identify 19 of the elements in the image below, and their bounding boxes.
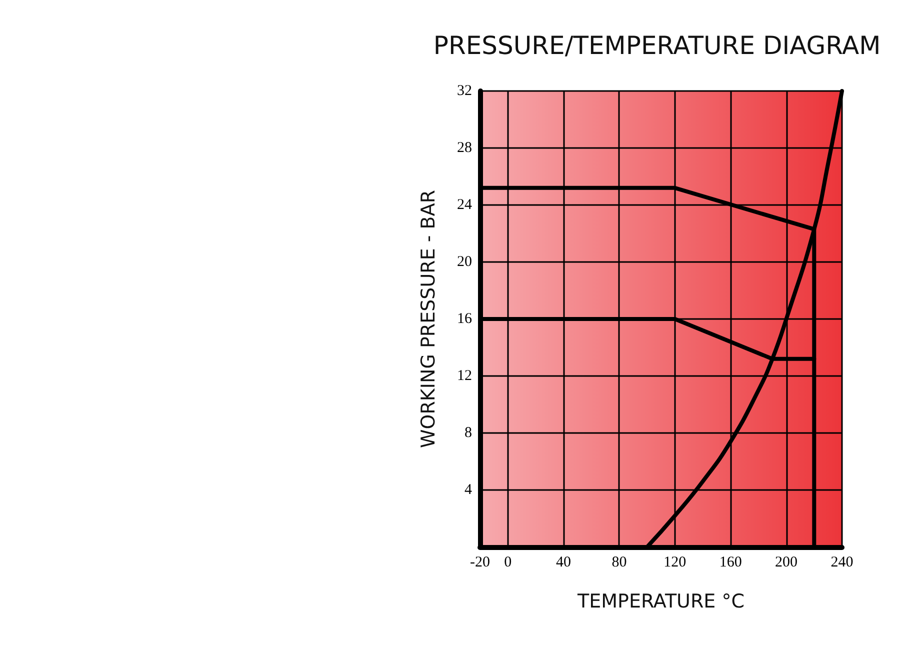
x-tick-label: 80: [612, 554, 627, 570]
x-tick-label: -20: [470, 554, 490, 570]
y-tick-label: 12: [457, 368, 472, 384]
x-tick-label: 200: [775, 554, 798, 570]
y-tick-label: 16: [457, 311, 472, 327]
x-tick-label: 240: [830, 554, 854, 570]
y-tick-label: 24: [457, 197, 472, 213]
y-axis-title: WORKING PRESSURE - BAR: [418, 190, 440, 448]
y-tick-label: 32: [457, 83, 472, 99]
x-tick-label: 40: [556, 554, 572, 570]
y-tick-label: 20: [457, 254, 472, 270]
x-tick-label: 0: [504, 554, 512, 570]
x-tick-label: 120: [664, 554, 686, 570]
x-axis-title: TEMPERATURE °C: [576, 590, 744, 612]
x-tick-label: 160: [719, 554, 742, 570]
y-tick-label: 8: [464, 425, 472, 441]
y-tick-label: 4: [464, 482, 472, 498]
y-tick-label: 28: [457, 140, 472, 156]
chart-title: PRESSURE/TEMPERATURE DIAGRAM: [433, 31, 881, 60]
